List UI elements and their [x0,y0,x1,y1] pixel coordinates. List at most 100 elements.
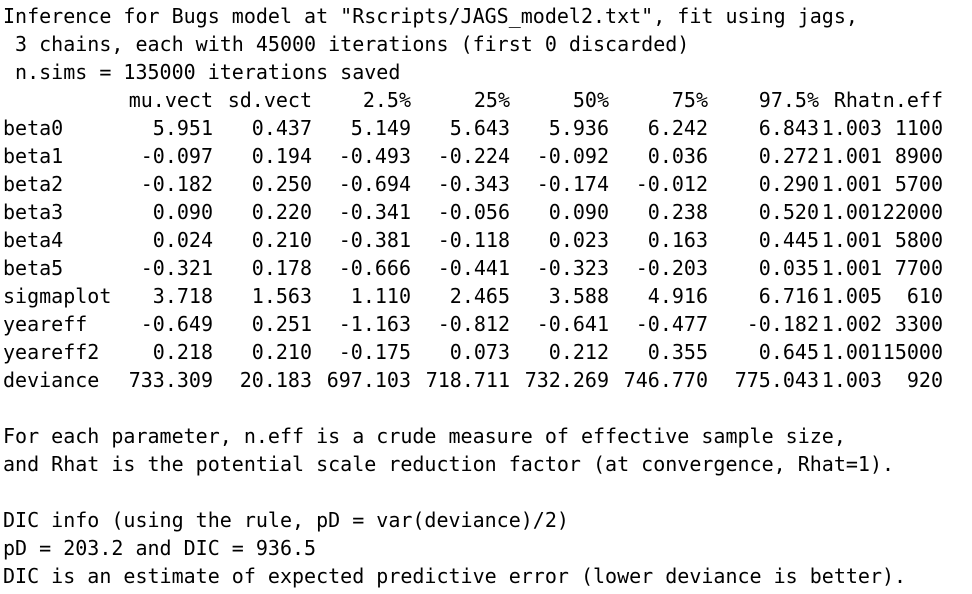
cell-mu-vect: -0.182 [140,172,213,196]
cell-n-eff: 610 [906,284,943,308]
cell-rhat: 1.005 [821,284,882,308]
row-name: sigmaplot [3,284,112,308]
cell-rhat: 1.001 [821,256,882,280]
cell-n-eff: 5800 [894,228,943,252]
cell-sd-vect: 0.250 [251,172,312,196]
row-name: yeareff2 [3,340,100,364]
cell-97-5: 6.716 [758,284,819,308]
col-header-rhat: Rhat [833,88,882,112]
table-row: beta5 -0.321 0.178 -0.666 -0.441 -0.323 … [3,254,943,282]
cell-25: -0.812 [437,312,510,336]
cell-2-5: -0.341 [338,200,411,224]
cell-n-eff: 22000 [882,200,943,224]
cell-50: 5.936 [548,116,609,140]
cell-25: 0.073 [449,340,510,364]
cell-75: 0.355 [647,340,708,364]
cell-rhat: 1.001 [821,228,882,252]
cell-2-5: 1.110 [350,284,411,308]
cell-75: -0.203 [635,256,708,280]
cell-50: 732.269 [524,368,609,392]
col-header-sd-vect: sd.vect [227,88,312,112]
cell-2-5: -0.493 [338,144,411,168]
cell-25: -0.224 [437,144,510,168]
cell-75: 6.242 [647,116,708,140]
cell-75: 4.916 [647,284,708,308]
col-header-97-5: 97.5% [758,88,819,112]
cell-75: 746.770 [623,368,708,392]
cell-97-5: 775.043 [734,368,819,392]
dic-values-line: pD = 203.2 and DIC = 936.5 [3,536,317,560]
cell-sd-vect: 0.220 [251,200,312,224]
cell-sd-vect: 20.183 [239,368,312,392]
cell-97-5: -0.182 [746,312,819,336]
cell-sd-vect: 0.210 [251,228,312,252]
row-name: beta2 [3,172,64,196]
cell-mu-vect: -0.321 [140,256,213,280]
table-row: beta1 -0.097 0.194 -0.493 -0.224 -0.092 … [3,142,943,170]
cell-2-5: -0.381 [338,228,411,252]
col-header-50: 50% [572,88,609,112]
row-name: beta3 [3,200,64,224]
cell-50: 0.023 [548,228,609,252]
cell-mu-vect: 0.218 [152,340,213,364]
cell-sd-vect: 0.194 [251,144,312,168]
row-name: beta5 [3,256,64,280]
cell-rhat: 1.003 [821,116,882,140]
cell-2-5: 697.103 [326,368,411,392]
col-header-75: 75% [671,88,708,112]
row-name: deviance [3,368,100,392]
cell-mu-vect: -0.097 [140,144,213,168]
cell-50: -0.323 [536,256,609,280]
cell-25: -0.343 [437,172,510,196]
cell-2-5: -0.175 [338,340,411,364]
header-model-line: Inference for Bugs model at "Rscripts/JA… [3,4,858,28]
cell-sd-vect: 1.563 [251,284,312,308]
blank-line [3,478,972,506]
cell-mu-vect: 0.090 [152,200,213,224]
cell-n-eff: 3300 [894,312,943,336]
col-header-25: 25% [473,88,510,112]
col-header-mu-vect: mu.vect [128,88,213,112]
table-header-row: mu.vect sd.vect 2.5% 25% 50% 75% 97.5% R… [3,86,943,114]
dic-explanation-line: DIC is an estimate of expected predictiv… [3,564,907,588]
cell-sd-vect: 0.251 [251,312,312,336]
dic-info-line: DIC info (using the rule, pD = var(devia… [3,508,569,532]
cell-2-5: 5.149 [350,116,411,140]
posterior-summary-table: mu.vect sd.vect 2.5% 25% 50% 75% 97.5% R… [3,86,943,394]
header-nsims-line: n.sims = 135000 iterations saved [3,60,401,84]
cell-n-eff: 920 [906,368,943,392]
cell-75: 0.238 [647,200,708,224]
cell-97-5: 0.290 [758,172,819,196]
cell-97-5: 0.035 [758,256,819,280]
cell-rhat: 1.001 [821,200,882,224]
table-row: sigmaplot 3.718 1.563 1.110 2.465 3.588 … [3,282,943,310]
cell-25: -0.118 [437,228,510,252]
cell-75: 0.163 [647,228,708,252]
rowname-header [3,86,125,114]
cell-rhat: 1.002 [821,312,882,336]
row-name: beta1 [3,144,64,168]
cell-mu-vect: 733.309 [128,368,213,392]
table-row: beta4 0.024 0.210 -0.381 -0.118 0.023 0.… [3,226,943,254]
cell-25: -0.441 [437,256,510,280]
cell-sd-vect: 0.178 [251,256,312,280]
cell-50: -0.092 [536,144,609,168]
cell-mu-vect: 5.951 [152,116,213,140]
row-name: beta4 [3,228,64,252]
row-name: yeareff [3,312,88,336]
cell-97-5: 0.272 [758,144,819,168]
col-header-n-eff: n.eff [882,88,943,112]
cell-n-eff: 7700 [894,256,943,280]
cell-97-5: 0.445 [758,228,819,252]
cell-50: 0.212 [548,340,609,364]
cell-2-5: -0.666 [338,256,411,280]
cell-97-5: 6.843 [758,116,819,140]
blank-line [3,394,972,422]
cell-sd-vect: 0.437 [251,116,312,140]
cell-97-5: 0.520 [758,200,819,224]
cell-mu-vect: -0.649 [140,312,213,336]
cell-25: -0.056 [437,200,510,224]
cell-n-eff: 1100 [894,116,943,140]
header-chains-line: 3 chains, each with 45000 iterations (fi… [3,32,690,56]
